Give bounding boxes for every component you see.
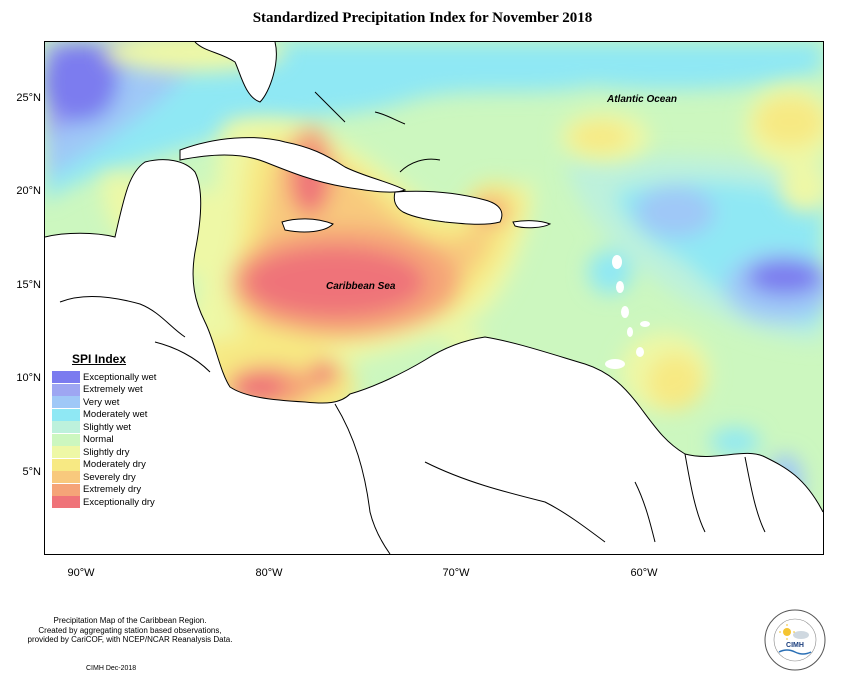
lat-tick-15n: 15°N xyxy=(16,279,41,291)
legend-item: Severely dry xyxy=(52,471,172,483)
legend-label: Exceptionally dry xyxy=(83,496,155,508)
legend-item: Moderately wet xyxy=(52,408,172,421)
lat-tick-25n: 25°N xyxy=(16,92,41,104)
coastlines xyxy=(45,42,823,554)
legend-item: Slightly dry xyxy=(52,446,172,458)
cimh-logo: CIMH xyxy=(763,608,827,672)
legend-label: Severely dry xyxy=(83,471,136,483)
spi-legend: SPI Index Exceptionally wet Extremely wet… xyxy=(52,352,172,509)
lon-tick-60w: 60°W xyxy=(630,567,658,579)
legend-swatch xyxy=(52,396,80,408)
legend-label: Extremely wet xyxy=(83,384,143,395)
legend-item: Very wet xyxy=(52,396,172,408)
legend-item: Slightly wet xyxy=(52,421,172,433)
lon-tick-90w: 90°W xyxy=(67,567,95,579)
legend-item: Normal xyxy=(52,433,172,446)
legend-swatch xyxy=(52,471,80,483)
legend-label: Slightly dry xyxy=(83,446,130,458)
legend-swatch xyxy=(52,446,80,458)
lon-tick-80w: 80°W xyxy=(255,567,283,579)
cloud-icon xyxy=(793,631,809,639)
lat-tick-10n: 10°N xyxy=(16,372,41,384)
footer-credit: CIMH Dec-2018 xyxy=(86,665,137,672)
legend-item: Moderately dry xyxy=(52,458,172,471)
legend-label: Slightly wet xyxy=(83,421,132,433)
legend-label: Moderately dry xyxy=(83,459,146,470)
lon-tick-70w: 70°W xyxy=(442,567,470,579)
legend-swatch xyxy=(52,408,80,421)
caribbean-sea-label: Caribbean Sea xyxy=(326,281,396,292)
spi-map xyxy=(44,41,824,555)
map-title: Standardized Precipitation Index for Nov… xyxy=(252,10,593,26)
footer-line-2: Created by aggregating station based obs… xyxy=(38,625,222,635)
legend-item: Exceptionally dry xyxy=(52,496,172,508)
lat-tick-20n: 20°N xyxy=(16,185,41,197)
spi-map-canvas xyxy=(45,42,823,554)
legend-item: Exceptionally wet xyxy=(52,371,172,383)
legend-swatch xyxy=(52,383,80,396)
legend-items: Exceptionally wet Extremely wet Very wet Mo… xyxy=(52,371,172,508)
legend-swatch xyxy=(52,483,80,496)
wave-icon xyxy=(778,649,812,655)
legend-label: Moderately wet xyxy=(83,409,148,420)
sun-icon xyxy=(783,628,791,636)
legend-label: Exceptionally wet xyxy=(83,371,157,383)
legend-title: SPI Index xyxy=(72,352,127,366)
logo-text: CIMH xyxy=(786,642,804,649)
legend-swatch xyxy=(52,371,80,383)
legend-label: Normal xyxy=(83,434,114,445)
legend-label: Extremely dry xyxy=(83,484,142,495)
cimh-logo-seal: CIMH xyxy=(764,609,826,671)
landmass xyxy=(45,42,823,554)
legend-swatch xyxy=(52,496,80,508)
lat-tick-5n: 5°N xyxy=(22,466,41,478)
legend-swatch xyxy=(52,458,80,471)
legend-swatch xyxy=(52,421,80,433)
legend-swatch xyxy=(52,433,80,446)
wet-anomaly-field xyxy=(45,42,823,342)
legend-item: Extremely wet xyxy=(52,383,172,396)
atlantic-ocean-label: Atlantic Ocean xyxy=(607,94,678,105)
footer-line-3: provided by CariCOF, with NCEP/NCAR Rean… xyxy=(27,635,233,644)
legend-label: Very wet xyxy=(83,396,120,408)
footer-line-1: Precipitation Map of the Caribbean Regio… xyxy=(53,616,207,625)
footer-note: Precipitation Map of the Caribbean Regio… xyxy=(14,616,246,645)
legend-item: Extremely dry xyxy=(52,483,172,496)
